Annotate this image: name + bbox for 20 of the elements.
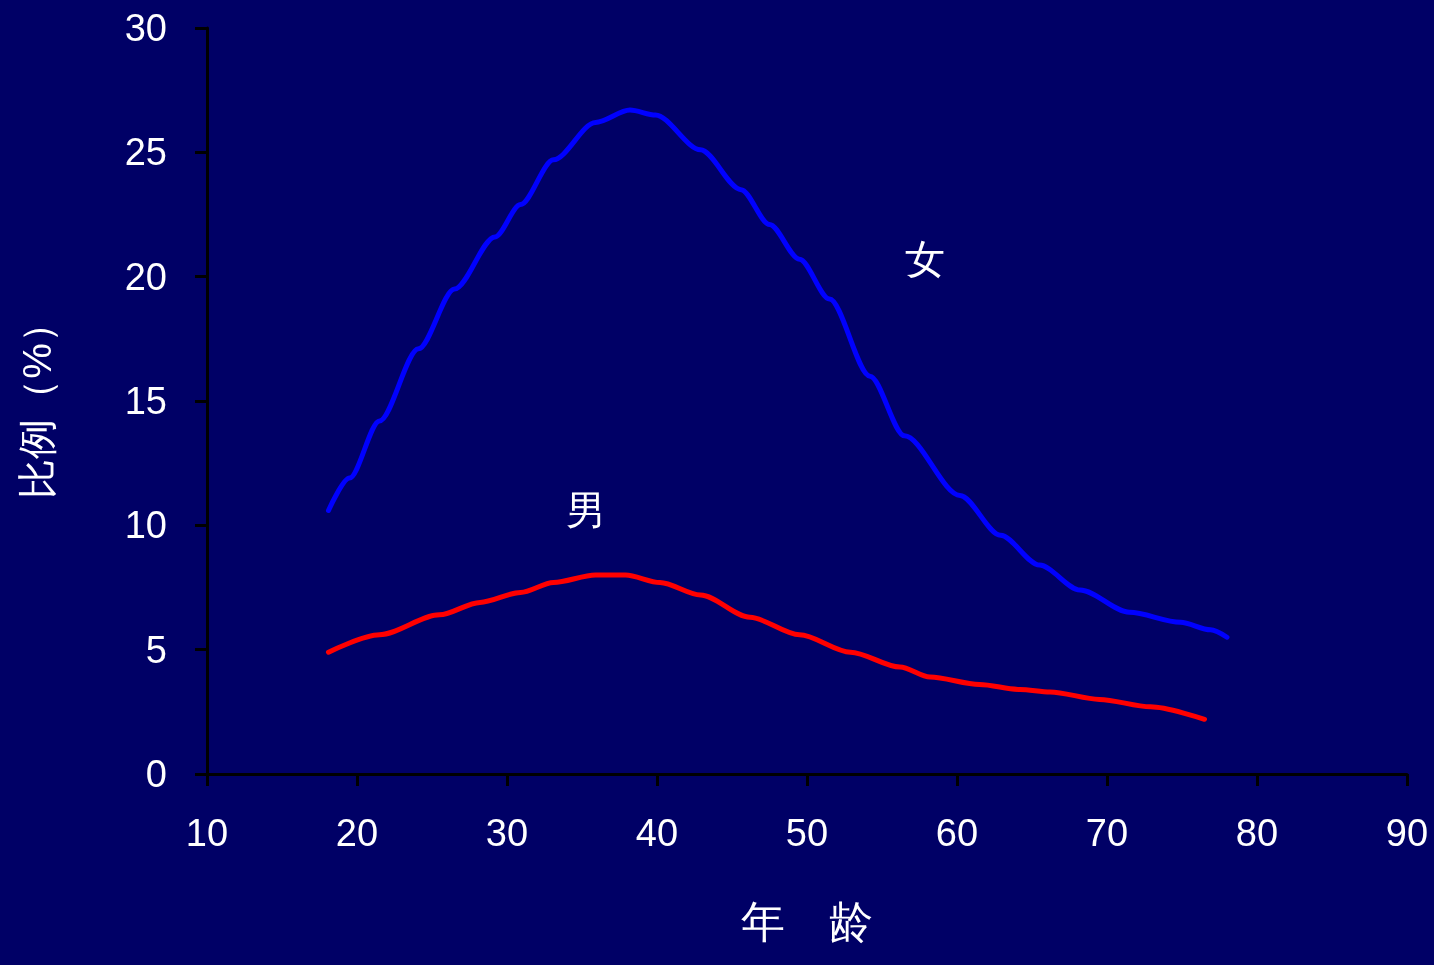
series-label: 女 <box>904 237 945 282</box>
y-tick-label: 5 <box>145 628 167 671</box>
x-tick-label: 90 <box>1385 812 1429 854</box>
x-tick-label: 40 <box>635 812 679 854</box>
y-tick-label: 0 <box>145 753 167 795</box>
x-tick-label: 60 <box>935 812 979 854</box>
series-label: 男 <box>565 488 606 533</box>
x-tick-label: 80 <box>1235 812 1279 854</box>
x-tick-label: 70 <box>1085 812 1129 854</box>
x-axis-title: 年 龄 <box>741 896 873 946</box>
x-tick-label: 50 <box>785 812 829 854</box>
y-tick-label: 20 <box>124 255 167 298</box>
y-tick-label: 10 <box>124 504 167 547</box>
y-tick-label: 25 <box>124 131 167 174</box>
y-tick-label: 15 <box>124 380 167 422</box>
x-tick-label: 20 <box>335 812 379 854</box>
x-tick-label: 30 <box>485 812 529 854</box>
y-axis-title: 比例（%） <box>15 303 59 499</box>
x-tick-label: 10 <box>185 812 229 854</box>
y-tick-label: 30 <box>124 7 167 49</box>
